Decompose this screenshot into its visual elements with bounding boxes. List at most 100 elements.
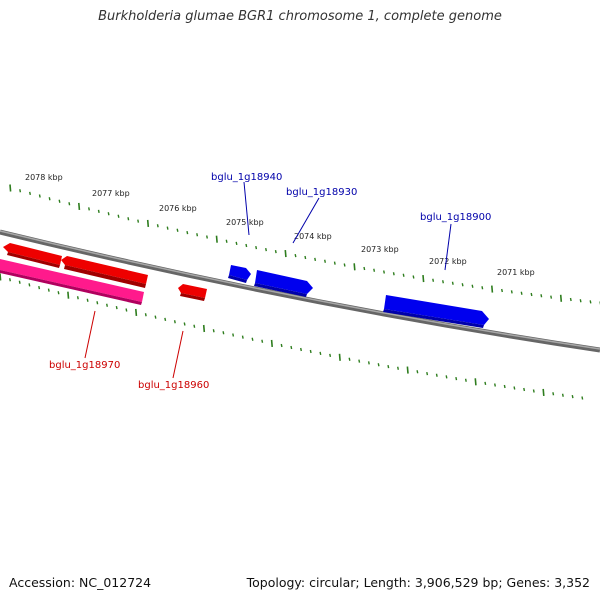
minor-tick	[530, 292, 533, 297]
minor-tick	[232, 333, 235, 337]
inner-tick-row	[0, 273, 584, 400]
outer-tick-row	[9, 184, 600, 305]
minor-tick	[392, 272, 395, 276]
minor-tick	[251, 337, 254, 341]
major-tick	[0, 273, 2, 281]
minor-tick	[402, 273, 405, 277]
minor-tick	[461, 283, 464, 287]
minor-tick	[294, 253, 297, 258]
minor-tick	[540, 294, 543, 298]
gene-arrow-shade	[254, 283, 307, 297]
gene-arrow-shade	[7, 252, 60, 268]
minor-tick	[29, 191, 31, 196]
minor-tick	[117, 214, 120, 218]
leader-bglu-1g18960	[172, 330, 184, 379]
minor-tick	[235, 241, 238, 246]
minor-tick	[319, 351, 322, 356]
minor-tick	[383, 270, 385, 274]
gene-arrow-bglu-1g18980[interactable]	[3, 243, 62, 265]
minor-tick	[68, 202, 71, 206]
gene-label-bglu-1g18960[interactable]: bglu_1g18960	[138, 380, 209, 391]
scale-label-2074: 2074 kbp	[294, 232, 332, 241]
minor-tick	[38, 194, 41, 198]
minor-tick	[48, 197, 51, 201]
major-tick	[406, 366, 409, 374]
gene-label-bglu-1g18930[interactable]: bglu_1g18930	[286, 187, 357, 198]
minor-tick	[314, 257, 317, 262]
minor-tick	[115, 305, 118, 310]
reverse-genes	[0, 243, 207, 305]
minor-tick	[265, 247, 267, 252]
minor-tick	[464, 378, 467, 382]
gene-arrow-shade	[0, 270, 142, 305]
gene-arrow-bglu-1g18960[interactable]	[178, 284, 207, 298]
minor-tick	[451, 281, 454, 285]
minor-tick	[445, 375, 448, 379]
minor-tick	[363, 266, 366, 271]
minor-tick	[561, 393, 564, 397]
gene-arrow-red-long[interactable]	[61, 256, 148, 284]
minor-tick	[579, 299, 582, 303]
minor-tick	[513, 386, 516, 390]
minor-tick	[241, 335, 244, 339]
minor-tick	[164, 317, 167, 322]
scale-label-2077: 2077 kbp	[92, 189, 130, 198]
gene-arrow-bglu-1g18940[interactable]	[229, 265, 251, 280]
major-tick	[215, 235, 218, 243]
leader-bglu-1g18970	[84, 310, 96, 359]
minor-tick	[76, 296, 79, 300]
major-tick	[284, 250, 287, 258]
gene-arrow-bglu-1g18900[interactable]	[384, 295, 489, 325]
minor-tick	[343, 263, 346, 267]
minor-tick	[154, 315, 157, 319]
gene-arrow-bglu-1g18930[interactable]	[255, 270, 313, 294]
minor-tick	[377, 363, 380, 367]
accession-label: Accession: NC_012724	[9, 575, 152, 590]
leader-bglu-1g18900	[444, 223, 452, 271]
minor-tick	[193, 324, 196, 328]
minor-tick	[571, 394, 574, 399]
gene-arrow-shade	[180, 293, 205, 301]
label-leaders	[84, 181, 452, 379]
minor-tick	[196, 233, 199, 237]
scale-label-2072: 2072 kbp	[429, 257, 467, 266]
gene-arrow-shade	[228, 275, 247, 283]
minor-tick	[222, 331, 225, 335]
minor-tick	[156, 224, 159, 228]
chromosome-backbone	[0, 229, 600, 353]
gene-arrow-shade	[64, 265, 146, 288]
gene-arrow-bglu-1g18970[interactable]	[0, 259, 144, 302]
gene-labels: bglu_1g18940 bglu_1g18930 bglu_1g18900 b…	[49, 172, 491, 391]
gene-label-bglu-1g18900[interactable]: bglu_1g18900	[420, 212, 491, 223]
minor-tick	[581, 396, 584, 400]
minor-tick	[397, 366, 399, 370]
major-tick	[353, 263, 356, 271]
minor-tick	[348, 357, 351, 361]
chromosome-backbone-highlight	[0, 230, 600, 350]
minor-tick	[57, 291, 60, 295]
minor-tick	[261, 339, 264, 343]
minor-tick	[494, 383, 496, 387]
minor-tick	[186, 230, 189, 235]
minor-tick	[18, 280, 21, 284]
scale-label-2076: 2076 kbp	[159, 204, 197, 213]
minor-tick	[532, 389, 535, 393]
major-tick	[559, 294, 563, 302]
minor-tick	[58, 199, 61, 203]
forward-genes	[228, 265, 489, 328]
gene-label-bglu-1g18970[interactable]: bglu_1g18970	[49, 360, 120, 371]
gene-label-bglu-1g18940[interactable]: bglu_1g18940	[211, 172, 282, 183]
minor-tick	[333, 261, 336, 265]
minor-tick	[9, 278, 11, 282]
minor-tick	[520, 291, 523, 295]
minor-tick	[106, 303, 108, 307]
minor-tick	[86, 298, 89, 302]
major-tick	[146, 219, 150, 227]
gene-arrow-shade	[383, 309, 484, 328]
minor-tick	[442, 280, 444, 284]
minor-tick	[125, 308, 128, 312]
minor-tick	[96, 301, 99, 305]
minor-tick	[173, 320, 176, 324]
scale-label-2078: 2078 kbp	[25, 173, 63, 182]
minor-tick	[387, 364, 390, 369]
